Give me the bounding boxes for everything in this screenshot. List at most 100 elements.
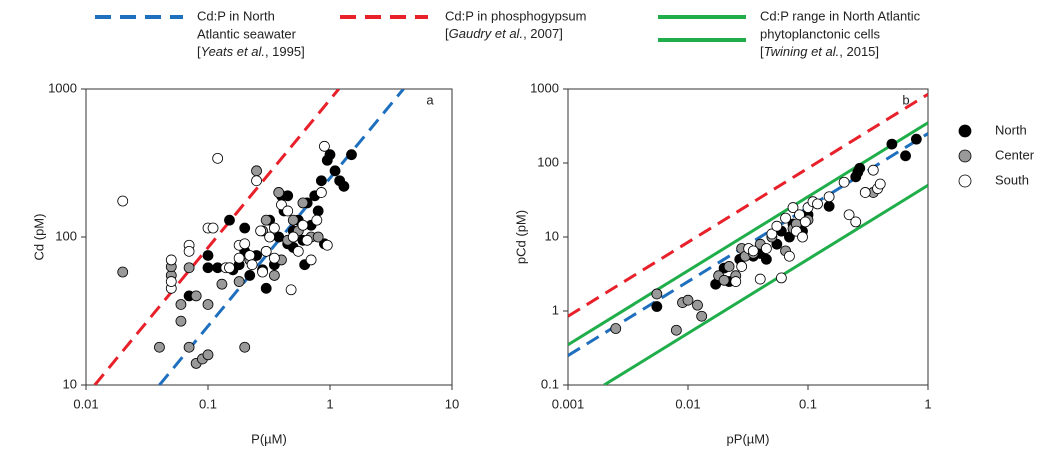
data-point	[244, 250, 256, 261]
data-point	[329, 165, 341, 177]
data-point	[202, 299, 214, 310]
data-point	[784, 250, 795, 262]
citation-part: [	[197, 44, 201, 59]
legend-text: Atlantic seawater	[197, 26, 297, 41]
data-point	[651, 288, 663, 300]
data-point	[233, 252, 245, 264]
legend-label: North	[995, 122, 1027, 137]
citation-part: , 1995]	[265, 44, 305, 59]
data-point	[183, 262, 195, 274]
data-point	[260, 214, 272, 226]
legend-marker	[958, 124, 972, 138]
data-point	[239, 341, 251, 353]
data-point	[843, 209, 855, 221]
data-point	[900, 150, 911, 162]
data-point	[315, 187, 327, 198]
data-point	[730, 276, 742, 287]
legend-text: Cd:P in North	[197, 8, 275, 23]
legend-label: Center	[995, 147, 1035, 162]
panel-label: a	[426, 92, 434, 107]
data-point	[747, 245, 759, 257]
data-point	[886, 138, 898, 150]
data-point	[812, 198, 823, 210]
data-point	[175, 299, 187, 310]
data-point	[850, 216, 862, 228]
data-point	[780, 212, 791, 224]
data-point	[297, 197, 309, 209]
data-point	[154, 341, 165, 353]
x-tick-label: 0.01	[73, 396, 98, 411]
data-point	[202, 262, 214, 274]
reference-line	[568, 121, 928, 347]
y-tick-label: 10	[545, 228, 559, 243]
data-point	[315, 175, 327, 187]
data-point	[651, 301, 663, 312]
legend-citation: [Yeats et al., 1995]	[197, 44, 305, 59]
data-point	[255, 225, 267, 237]
legend-text: Cd:P range in North Atlantic	[760, 8, 921, 23]
data-point	[251, 165, 262, 177]
data-point	[321, 239, 333, 251]
reference-line	[158, 89, 405, 385]
data-point	[867, 164, 879, 176]
data-point	[670, 324, 682, 336]
data-point	[260, 282, 272, 294]
y-tick-label: 1000	[48, 80, 77, 95]
x-tick-label: 1	[924, 396, 931, 411]
x-axis-title: pP(µM)	[727, 431, 770, 446]
citation-part: Gaudry et al.	[449, 26, 523, 41]
data-point	[324, 149, 336, 161]
plot-area	[93, 89, 405, 385]
data-point	[794, 209, 805, 221]
plot-frame	[567, 88, 929, 386]
data-point	[682, 294, 694, 306]
data-point	[292, 245, 304, 257]
data-point	[239, 222, 251, 234]
citation-part: , 2015]	[839, 44, 879, 59]
data-point	[610, 323, 622, 334]
data-point	[285, 284, 297, 296]
data-point	[874, 178, 886, 190]
data-point	[799, 216, 811, 228]
reference-line	[568, 92, 928, 318]
data-point	[736, 261, 748, 272]
legend-label: South	[995, 172, 1029, 187]
data-point	[319, 140, 330, 152]
data-point	[239, 238, 251, 250]
data-point	[305, 254, 317, 266]
data-point	[287, 214, 299, 226]
citation-part: Twining et al.	[764, 44, 840, 59]
data-point	[760, 253, 772, 265]
data-point	[268, 270, 280, 281]
reference-line	[93, 89, 340, 385]
data-point	[183, 341, 195, 353]
data-point	[212, 152, 224, 164]
data-point	[224, 262, 235, 274]
data-point	[718, 274, 730, 286]
data-point	[202, 349, 214, 361]
data-point	[297, 219, 309, 231]
data-point	[338, 180, 350, 192]
reference-line	[603, 183, 928, 385]
data-point	[754, 273, 766, 285]
legend-text: Cd:P in phosphogypsum	[445, 8, 586, 23]
x-tick-label: 0.01	[675, 396, 700, 411]
data-point	[312, 231, 324, 243]
data-point	[233, 276, 245, 287]
data-point	[696, 310, 708, 322]
data-point	[268, 222, 280, 234]
data-point	[287, 231, 299, 243]
data-point	[910, 133, 922, 145]
data-point	[282, 190, 294, 202]
legend-text: phytoplanctonic cells	[760, 26, 880, 41]
data-point	[859, 187, 871, 198]
data-point	[823, 200, 835, 212]
data-point	[797, 231, 808, 243]
data-point	[273, 231, 285, 243]
y-tick-label: 100	[537, 154, 559, 169]
x-tick-label: 0.1	[799, 396, 817, 411]
y-tick-label: 0.1	[541, 376, 559, 391]
legend-citation: [Gaudry et al., 2007]	[445, 26, 563, 41]
panel-label: b	[902, 92, 909, 107]
